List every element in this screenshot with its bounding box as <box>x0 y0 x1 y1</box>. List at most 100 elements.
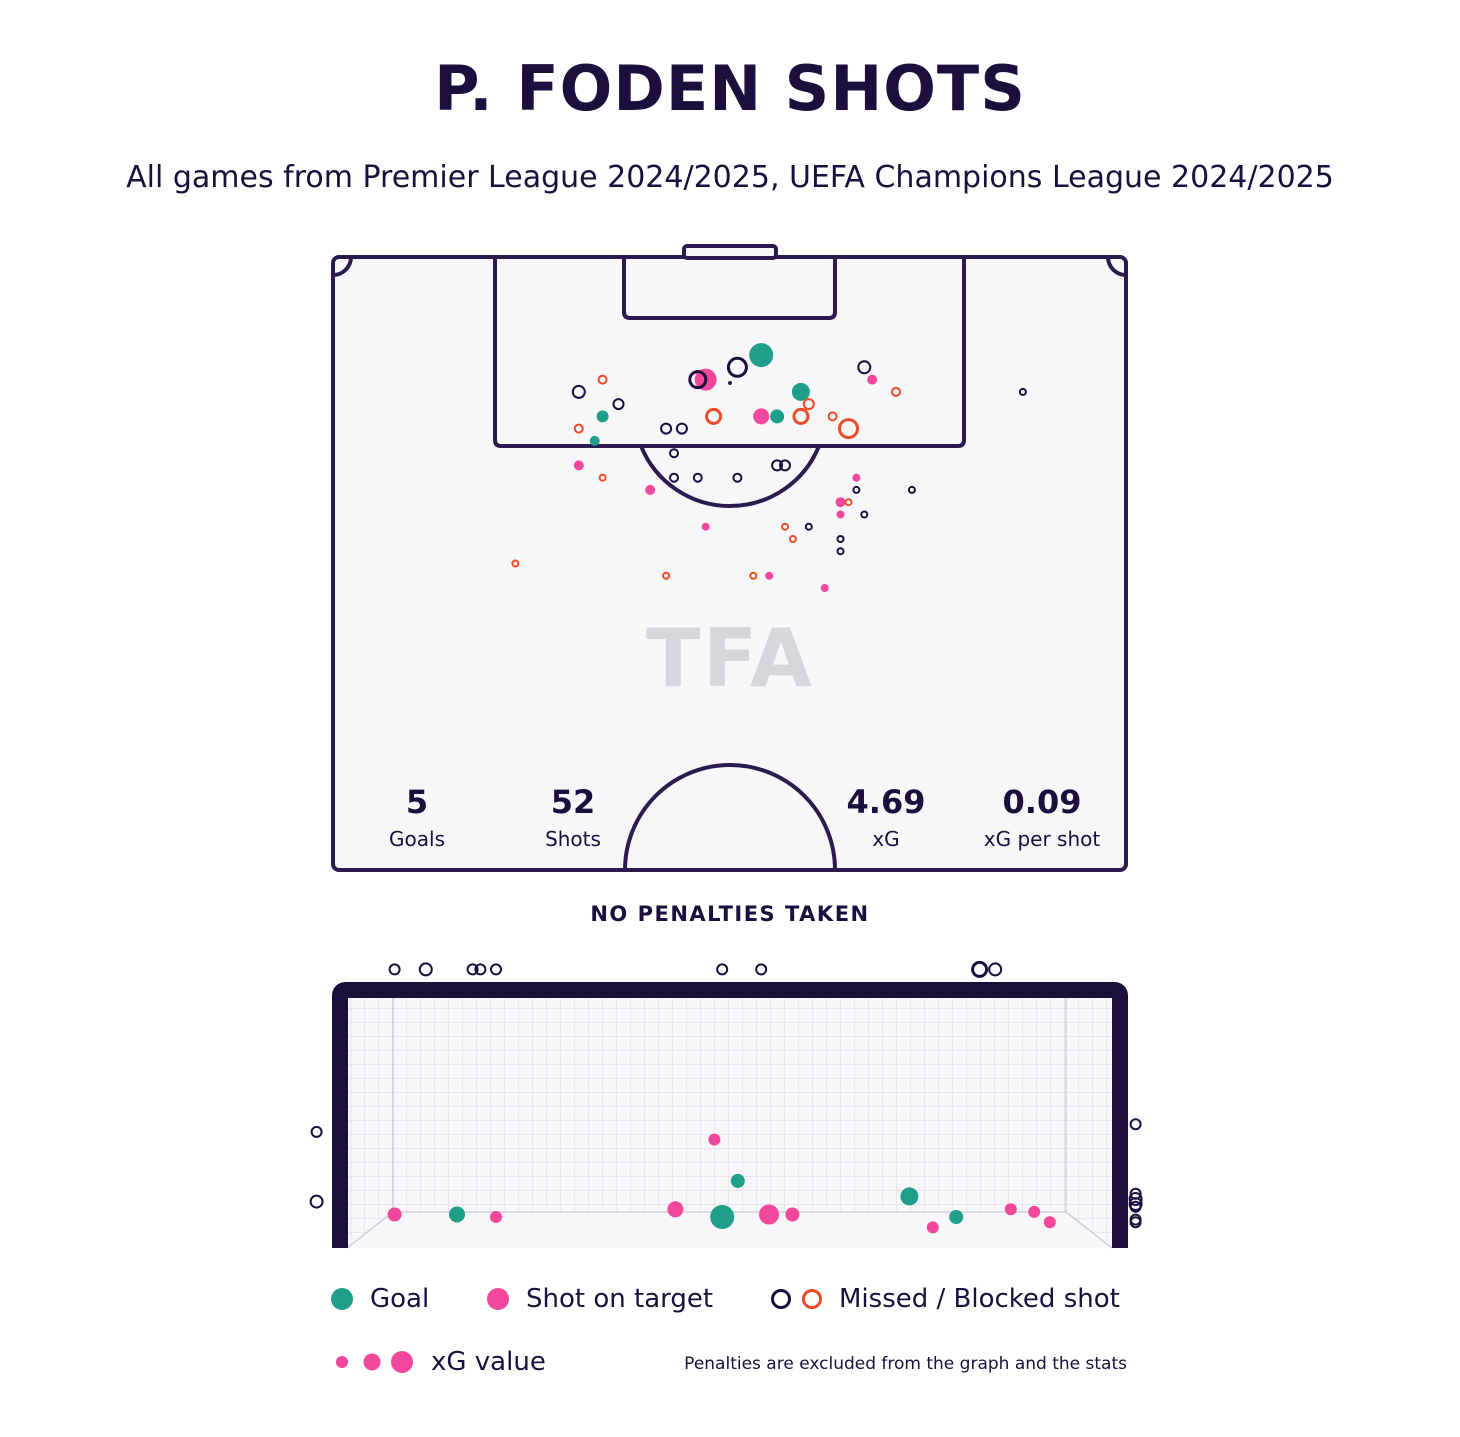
stat-goals-value: 5 <box>406 783 428 821</box>
pitch-shot-goal-3 <box>596 410 609 423</box>
stat-xg-per-shot-value: 0.09 <box>1003 783 1082 821</box>
legend: Goal Shot on target Missed / Blocked sho… <box>331 1284 1127 1377</box>
pitch-shots <box>511 343 1027 592</box>
pitch-shot-missed-34 <box>836 535 845 543</box>
legend-xg-small <box>336 1356 348 1368</box>
net-back <box>393 997 1066 1212</box>
watermark: TFA <box>646 612 814 705</box>
chart-subtitle: All games from Premier League 2024/2025,… <box>126 160 1334 195</box>
chart-title: P. FODEN SHOTS <box>434 52 1026 125</box>
legend-footnote: Penalties are excluded from the graph an… <box>684 1354 1127 1374</box>
pitch-shot-on_target-13 <box>701 522 710 531</box>
stat-xg-label: xG <box>872 827 899 851</box>
legend-missed-label: Missed / Blocked shot <box>839 1284 1120 1314</box>
goal-shot-on_target-8 <box>708 1133 721 1146</box>
goal-shot-missed-24 <box>310 1125 323 1138</box>
pitch-shot-blocked-50 <box>749 571 758 580</box>
stat-shots-label: Shots <box>545 827 601 851</box>
stat-xg-value: 4.69 <box>847 783 926 821</box>
pitch-shot-goal-1 <box>791 382 810 401</box>
legend-on-target-marker <box>487 1288 509 1310</box>
penalty-box <box>493 257 966 448</box>
legend-xg-large <box>391 1351 413 1373</box>
legend-on-target-label: Shot on target <box>526 1284 713 1314</box>
pitch-shot-on_target-14 <box>765 571 774 580</box>
pitch-shot-blocked-38 <box>802 398 815 411</box>
pitch-shot-blocked-46 <box>781 522 789 531</box>
pitch-shot-missed-26 <box>692 472 703 483</box>
net-left-side <box>347 997 393 1248</box>
corner-arc-right <box>1106 257 1126 277</box>
goal-shot-missed-25 <box>309 1194 324 1209</box>
goal-shot-on_target-11 <box>926 1221 939 1234</box>
pitch-shot-blocked-49 <box>662 571 671 580</box>
legend-xg-medium <box>363 1353 381 1371</box>
goal-posts <box>332 982 1128 1248</box>
pitch-shot-blocked-44 <box>598 473 607 482</box>
goal-shot-missed-19 <box>490 963 502 976</box>
goal-shot-goal-4 <box>949 1210 964 1224</box>
goal-shot-on_target-10 <box>785 1207 800 1222</box>
legend-goal-marker <box>331 1288 353 1310</box>
goal-shot-on_target-9 <box>759 1204 779 1225</box>
pitch-shot-missed-23 <box>1018 387 1027 396</box>
pitch-shot-blocked-43 <box>838 418 859 440</box>
stat-shots-value: 52 <box>551 783 596 821</box>
legend-missed-marker <box>771 1289 791 1309</box>
pitch-shot-on_target-12 <box>836 510 845 519</box>
pitch-shot-on_target-10 <box>852 473 861 482</box>
pitch-area <box>331 255 1128 872</box>
goal-shot-on_target-5 <box>387 1207 402 1222</box>
pitch-shot-on_target-11 <box>835 497 846 508</box>
goal-shot-on_target-6 <box>490 1211 502 1223</box>
goal-shot-missed-22 <box>971 960 989 978</box>
pitch-shot-on_target-7 <box>867 374 878 385</box>
pitch-shot-on_target-9 <box>645 484 656 495</box>
pitch-shot-goal-4 <box>589 435 600 446</box>
goal-shot-missed-18 <box>474 963 487 976</box>
pitch-shot-missed-24 <box>669 448 679 459</box>
goal-shot-goal-0 <box>449 1206 465 1223</box>
stats: 5 Goals 52 Shots 4.69 xG 0.09 xG per sho… <box>389 783 1100 851</box>
pitch-shot-missed-29 <box>779 459 791 472</box>
pitch-shot-missed-27 <box>732 472 743 483</box>
goal-shot-goal-1 <box>730 1173 745 1188</box>
goal-shot-missed-20 <box>716 963 729 976</box>
goal-shot-missed-15 <box>388 963 401 976</box>
pitch-shot-missed-21 <box>660 422 673 435</box>
goal-shot-on_target-13 <box>1028 1205 1041 1218</box>
pitch-shot-blocked-37 <box>891 386 901 397</box>
goal-shot-goal-2 <box>710 1205 735 1229</box>
pitch-shot-blocked-41 <box>827 411 838 422</box>
pitch: TFA <box>331 244 1128 872</box>
stat-xg-per-shot-label: xG per shot <box>984 827 1101 851</box>
pitch-shot-blocked-47 <box>788 535 797 543</box>
goal-shot-missed-17 <box>466 963 479 976</box>
pitch-shot-blocked-36 <box>597 374 608 385</box>
pitch-shot-blocked-40 <box>792 407 810 425</box>
penalties-note: NO PENALTIES TAKEN <box>590 902 869 926</box>
pitch-shot-blocked-39 <box>705 407 723 425</box>
pitch-shot-blocked-42 <box>573 423 584 434</box>
goal-mouth-shots <box>309 960 1143 1234</box>
pitch-shot-on_target-6 <box>753 408 770 425</box>
pitch-shot-missed-30 <box>852 485 861 494</box>
pitch-shot-goal-2 <box>770 409 785 424</box>
pitch-shot-missed-19 <box>571 384 586 399</box>
legend-goal-label: Goal <box>370 1284 429 1314</box>
pitch-shot-blocked-45 <box>844 498 853 507</box>
pitch-shot-goal-0 <box>749 343 774 368</box>
goal-box <box>682 244 778 260</box>
pitch-shot-missed-25 <box>669 472 679 483</box>
goal-shot-missed-23 <box>988 962 1003 977</box>
centre-circle <box>623 763 837 870</box>
pitch-shot-missed-32 <box>860 510 869 519</box>
legend-blocked-marker <box>802 1289 822 1309</box>
pitch-shot-missed-17 <box>726 356 748 378</box>
pitch-shot-missed-33 <box>804 522 813 531</box>
stat-goals-label: Goals <box>389 827 445 851</box>
legend-xg-label: xG value <box>431 1347 546 1377</box>
pitch-shot-missed-28 <box>771 459 784 472</box>
pitch-shot-missed-16 <box>688 370 708 390</box>
